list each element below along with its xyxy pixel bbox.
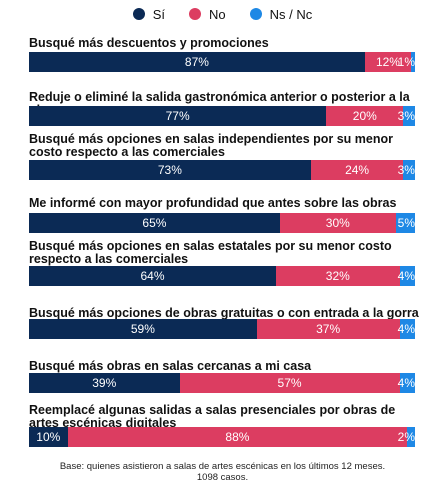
seg-no: 32%: [276, 266, 400, 286]
legend-item-no: No: [189, 7, 226, 22]
seg-si: 65%: [29, 213, 280, 233]
category-label: Busqué más opciones en salas estatales p…: [29, 239, 392, 266]
data-label: 73%: [157, 163, 182, 177]
data-label: 5%: [397, 216, 415, 230]
data-label: 4%: [397, 322, 415, 336]
data-label: 37%: [316, 322, 341, 336]
seg-si: 10%: [29, 427, 68, 447]
data-label: 20%: [352, 109, 377, 123]
seg-si: 59%: [29, 319, 257, 339]
bar-row: 10% 88% 2%: [29, 427, 415, 447]
legend-label-si: Sí: [152, 6, 166, 22]
data-label: 4%: [397, 269, 415, 283]
data-label: 12%: [375, 55, 400, 69]
data-label: 77%: [165, 109, 190, 123]
seg-no: 57%: [179, 373, 400, 393]
seg-nsnc: 4%: [397, 373, 415, 393]
data-label: 39%: [92, 376, 117, 390]
seg-no: 88%: [67, 427, 408, 447]
seg-si: 77%: [29, 106, 327, 126]
data-label: 32%: [325, 269, 350, 283]
footnote-base: Base: quienes asistieron a salas de arte…: [59, 461, 386, 472]
data-label: 1%: [397, 55, 415, 69]
data-label: 3%: [397, 109, 415, 123]
bar-row: 77% 20% 3%: [29, 106, 415, 126]
seg-no: 37%: [256, 319, 400, 339]
footnote-cases: 1098 casos.: [196, 472, 249, 483]
seg-si: 87%: [29, 52, 365, 72]
legend-item-si: Sí: [132, 6, 166, 22]
data-label: 87%: [184, 55, 209, 69]
bar-row: 59% 37% 4%: [29, 319, 415, 339]
seg-nsnc: 3%: [398, 106, 415, 126]
bar-row: 65% 30% 5%: [29, 213, 415, 233]
data-label: 2%: [397, 430, 415, 444]
category-label: Busqué más opciones en salas independien…: [29, 132, 393, 159]
data-label: 30%: [325, 216, 350, 230]
seg-nsnc: 4%: [397, 266, 415, 286]
legend-label-nsnc: Ns / Nc: [269, 6, 313, 22]
legend-swatch-nsnc: [249, 8, 262, 20]
data-label: 65%: [142, 216, 167, 230]
seg-nsnc: 1%: [398, 52, 415, 72]
legend-swatch-no: [189, 8, 202, 20]
legend-swatch-si: [132, 8, 145, 20]
data-label: 59%: [130, 322, 155, 336]
legend-label-no: No: [209, 6, 226, 22]
seg-no: 24%: [310, 160, 404, 180]
data-label: 64%: [140, 269, 165, 283]
bar-row: 39% 57% 4%: [29, 373, 415, 393]
category-label: Busqué más descuentos y promociones: [29, 36, 269, 50]
seg-nsnc: 3%: [398, 160, 415, 180]
category-label: Busqué más obras en salas cercanas a mi …: [29, 359, 312, 373]
category-label: Reemplacé algunas salidas a salas presen…: [29, 403, 396, 430]
data-label: 57%: [277, 376, 302, 390]
category-label: Me informé con mayor profundidad que ant…: [29, 196, 397, 210]
legend: Sí No Ns / Nc: [0, 6, 445, 22]
data-label: 3%: [397, 163, 415, 177]
category-label: Busqué más opciones de obras gratuitas o…: [29, 306, 419, 320]
footnote: Base: quienes asistieron a salas de arte…: [0, 461, 445, 483]
bar-row: 64% 32% 4%: [29, 266, 415, 286]
seg-no: 12%: [364, 52, 412, 72]
legend-item-nsnc: Ns / Nc: [249, 6, 313, 22]
data-label: 10%: [36, 430, 61, 444]
seg-no: 30%: [279, 213, 396, 233]
seg-si: 39%: [29, 373, 180, 393]
bar-row: 87% 12% 1%: [29, 52, 415, 72]
seg-nsnc: 2%: [398, 427, 415, 447]
seg-si: 73%: [29, 160, 311, 180]
seg-si: 64%: [29, 266, 277, 286]
data-label: 88%: [225, 430, 250, 444]
seg-no: 20%: [326, 106, 404, 126]
bar-row: 73% 24% 3%: [29, 160, 415, 180]
seg-nsnc: 4%: [397, 319, 415, 339]
data-label: 24%: [345, 163, 370, 177]
data-label: 4%: [397, 376, 415, 390]
seg-nsnc: 5%: [395, 213, 415, 233]
